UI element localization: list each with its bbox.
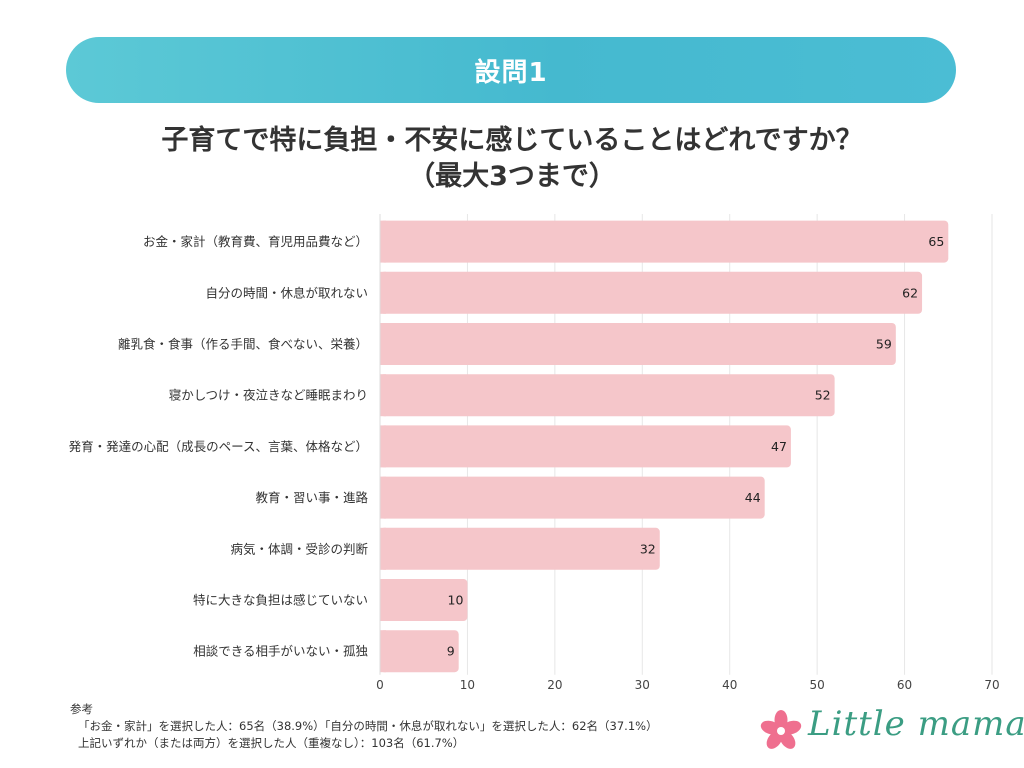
x-tick-label-30: 30 xyxy=(635,678,650,692)
category-label-9: 相談できる相手がいない・孤独 xyxy=(193,644,368,659)
bar-5 xyxy=(380,425,791,468)
data-label-8: 10 xyxy=(448,593,464,608)
bar-base-5 xyxy=(380,425,386,468)
category-label-6: 教育・習い事・進路 xyxy=(255,490,368,505)
data-label-6: 44 xyxy=(745,490,761,505)
category-label-8: 特に大きな負担は感じていない xyxy=(193,593,368,608)
bar-base-9 xyxy=(380,630,386,673)
bar-chart: 0 10 20 30 40 50 60 70 お金・家計（教育費、育児用品費など） 65 自分の時間… xyxy=(69,214,1000,692)
notes-heading: 参考 xyxy=(70,702,93,716)
category-label-5: 発育・発達の心配（成長のペース、言葉、体格など） xyxy=(69,439,368,454)
bar-base-6 xyxy=(380,476,386,519)
question-number: 設問1 xyxy=(474,57,548,88)
data-label-9: 9 xyxy=(447,644,455,659)
bar-base-4 xyxy=(380,374,386,417)
data-label-5: 47 xyxy=(771,439,787,454)
bar-4 xyxy=(380,374,835,417)
x-tick-label-50: 50 xyxy=(810,678,825,692)
data-label-1: 65 xyxy=(928,234,944,249)
bar-1 xyxy=(380,220,949,263)
category-label-4: 寝かしつけ・夜泣きなど睡眠まわり xyxy=(169,388,368,403)
flower-icon xyxy=(760,710,802,749)
bar-6 xyxy=(380,476,765,519)
bar-9 xyxy=(380,630,459,673)
bar-base-7 xyxy=(380,527,386,570)
category-label-7: 病気・体調・受診の判断 xyxy=(230,541,368,556)
x-tick-label-40: 40 xyxy=(722,678,737,692)
data-label-3: 59 xyxy=(876,337,892,352)
bar-8 xyxy=(380,579,468,621)
x-tick-label-60: 60 xyxy=(897,678,912,692)
brand-logo: Little mama xyxy=(752,700,1024,760)
data-label-7: 32 xyxy=(640,541,656,556)
question-subtitle: （最大3つまで） xyxy=(408,161,616,192)
x-tick-label-0: 0 xyxy=(376,678,384,692)
x-tick-label-10: 10 xyxy=(460,678,475,692)
data-label-2: 62 xyxy=(902,285,918,300)
question-banner: 設問1 xyxy=(66,37,956,103)
bar-3 xyxy=(380,323,896,365)
bar-2 xyxy=(380,271,923,314)
x-tick-label-70: 70 xyxy=(984,678,999,692)
bar-base-2 xyxy=(380,271,386,314)
notes-line-2: 上記いずれか（または両方）を選択した人（重複なし）：103名（61.7%） xyxy=(78,736,465,750)
category-label-3: 離乳食・食事（作る手間、食べない、栄養） xyxy=(118,337,368,352)
bar-base-3 xyxy=(380,323,386,365)
category-label-1: お金・家計（教育費、育児用品費など） xyxy=(143,234,368,249)
reference-notes: 参考 「お金・家計」を選択した人：65名（38.9%）「自分の時間・休息が取れな… xyxy=(70,701,658,752)
x-tick-label-20: 20 xyxy=(547,678,562,692)
data-label-4: 52 xyxy=(815,388,831,403)
category-label-2: 自分の時間・休息が取れない xyxy=(205,285,368,300)
bar-7 xyxy=(380,527,660,570)
bar-base-1 xyxy=(380,220,386,263)
question-title: 子育てで特に負担・不安に感じていることはどれですか？ xyxy=(161,125,863,156)
notes-line-1: 「お金・家計」を選択した人：65名（38.9%）「自分の時間・休息が取れない」を… xyxy=(78,719,658,733)
bar-base-8 xyxy=(380,579,386,621)
logo-wordmark: Little mama xyxy=(808,704,1024,744)
